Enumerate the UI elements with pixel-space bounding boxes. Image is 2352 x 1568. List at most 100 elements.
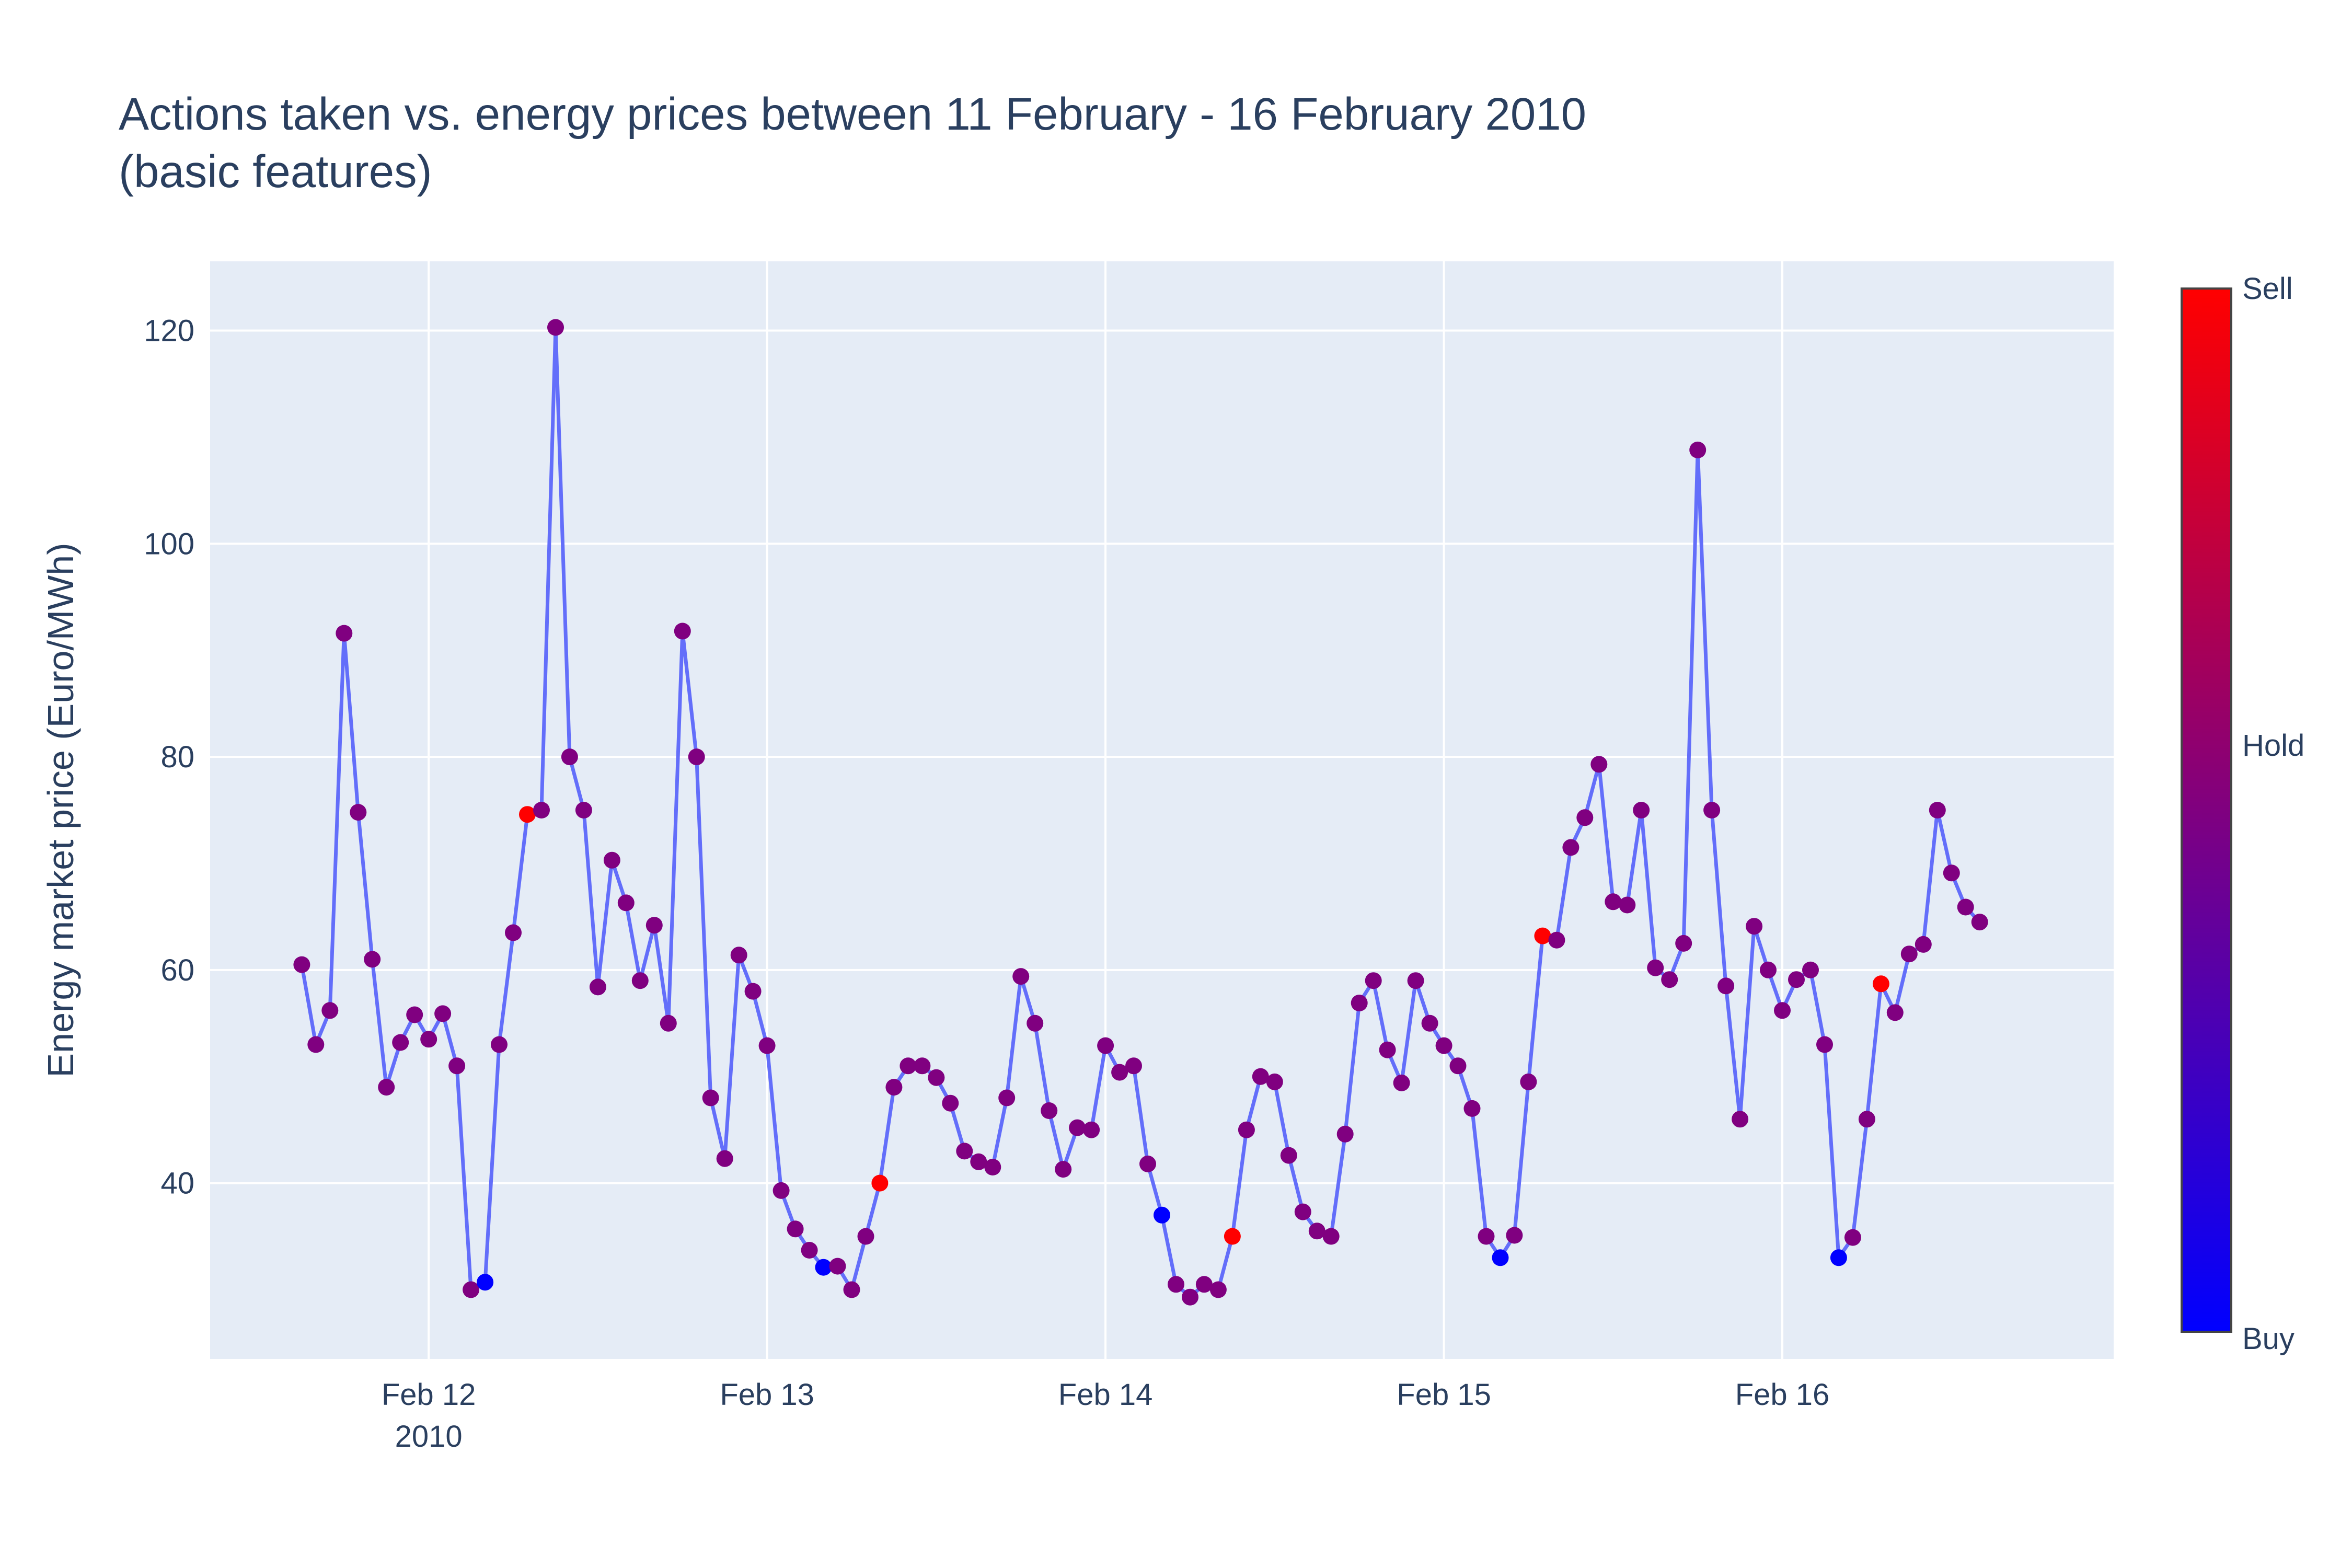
data-point (575, 802, 592, 818)
series-line (299, 325, 1981, 1299)
data-point (561, 748, 578, 766)
data-point (1182, 1288, 1198, 1306)
data-point (1788, 971, 1805, 988)
data-point (293, 956, 310, 973)
data-point (674, 622, 691, 640)
data-point (1605, 893, 1622, 910)
data-point (928, 1069, 945, 1086)
y-tick-label: 40 (160, 1167, 194, 1201)
data-point (914, 1057, 931, 1075)
data-point (1915, 936, 1932, 953)
data-point (1647, 959, 1664, 976)
data-point (1195, 1276, 1213, 1293)
data-point (336, 625, 353, 642)
data-point (519, 806, 536, 823)
data-point (1393, 1074, 1410, 1091)
data-point (1774, 1002, 1791, 1019)
data-point (1703, 802, 1721, 818)
data-point (942, 1094, 959, 1112)
data-point (1266, 1073, 1283, 1090)
data-point (1365, 972, 1382, 989)
data-point (815, 1259, 832, 1276)
colorbar-label-low: Buy (2242, 1322, 2295, 1356)
data-point (1971, 914, 1988, 931)
x-tick-label: Feb 16 (1735, 1378, 1830, 1412)
data-point (1872, 975, 1889, 993)
data-point (1421, 1014, 1438, 1032)
data-point (956, 1143, 973, 1160)
data-point (1224, 1228, 1241, 1245)
y-axis-title: Energy market price (Euro/MWh) (40, 543, 81, 1077)
data-point (533, 802, 550, 818)
data-point (491, 1036, 508, 1053)
data-point (434, 1005, 452, 1022)
x-tick-label: Feb 12 (382, 1378, 476, 1412)
data-point (1858, 1111, 1875, 1128)
data-point (617, 894, 635, 912)
data-point (1830, 1249, 1847, 1266)
data-point (1238, 1121, 1255, 1138)
chart-subtitle: (basic features) (119, 146, 432, 197)
data-point (1154, 1206, 1170, 1224)
data-point (364, 951, 381, 968)
data-point (1055, 1161, 1072, 1178)
data-point (1097, 1037, 1114, 1054)
data-point (1900, 946, 1918, 963)
data-point (829, 1258, 846, 1275)
data-point (1548, 931, 1565, 949)
data-point (631, 972, 649, 989)
data-point (321, 1002, 339, 1019)
data-point (1562, 839, 1579, 856)
data-point (1520, 1073, 1537, 1090)
data-point (787, 1220, 804, 1238)
data-point (392, 1034, 409, 1051)
data-point (1435, 1037, 1452, 1054)
data-point (1534, 927, 1551, 944)
data-point (970, 1153, 987, 1170)
data-point (589, 978, 606, 996)
data-point (1633, 802, 1650, 818)
data-point (406, 1006, 423, 1023)
data-point (1449, 1057, 1467, 1075)
y-gridlines (210, 329, 2114, 1184)
data-point (801, 1242, 818, 1259)
data-point (744, 983, 762, 1000)
data-point (758, 1037, 776, 1054)
plot-area (210, 261, 2114, 1359)
x-tick-label: Feb 13 (720, 1378, 814, 1412)
data-point (350, 804, 367, 821)
x-gridlines (428, 261, 1784, 1359)
data-point (1675, 935, 1692, 952)
data-point (1083, 1121, 1100, 1138)
series-markers (293, 319, 1988, 1306)
data-point (1506, 1227, 1523, 1244)
data-point (1041, 1102, 1058, 1119)
data-point (857, 1228, 874, 1245)
data-point (1168, 1276, 1184, 1293)
colorbar (2181, 287, 2232, 1333)
data-point (420, 1031, 437, 1048)
data-point (1619, 896, 1636, 914)
data-point (1111, 1064, 1128, 1081)
data-point (1661, 971, 1678, 988)
y-tick-labels: 40 60 80 100 120 (144, 314, 194, 1201)
data-point (843, 1281, 860, 1298)
data-point (716, 1150, 733, 1167)
data-point (885, 1079, 903, 1096)
data-point (1492, 1249, 1509, 1266)
data-point (730, 947, 747, 964)
data-point (448, 1057, 466, 1075)
data-point (1463, 1100, 1481, 1117)
data-point (1252, 1068, 1269, 1085)
colorbar-label-mid: Hold (2242, 729, 2304, 763)
x-tick-label: Feb 14 (1058, 1378, 1153, 1412)
data-point (1576, 809, 1594, 826)
data-point (1125, 1057, 1142, 1075)
data-point (773, 1182, 790, 1199)
data-point (1689, 441, 1707, 458)
data-point (505, 924, 522, 941)
y-tick-label: 120 (144, 314, 194, 348)
data-point (1069, 1119, 1086, 1136)
data-point (1139, 1155, 1156, 1172)
data-point (1844, 1229, 1861, 1246)
